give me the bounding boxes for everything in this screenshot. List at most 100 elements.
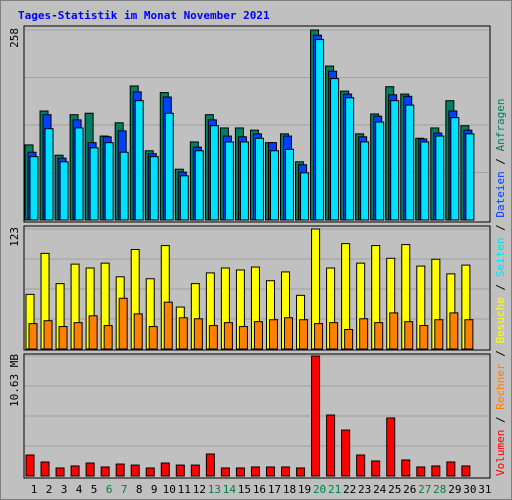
bar (115, 463, 125, 477)
bar (375, 121, 385, 221)
bar (43, 320, 53, 350)
y-tick-label: 258 (8, 28, 21, 48)
x-tick-label: 31 (478, 483, 491, 496)
x-tick-label: 6 (106, 483, 113, 496)
bar (431, 465, 441, 477)
bar (420, 141, 430, 221)
bar (386, 417, 396, 477)
x-tick-label: 26 (403, 483, 416, 496)
x-tick-label: 4 (76, 483, 83, 496)
bar (285, 148, 295, 221)
x-tick-label: 5 (91, 483, 98, 496)
x-tick-label: 27 (418, 483, 431, 496)
bar (73, 322, 83, 350)
legend-entry: Dateien (494, 171, 507, 217)
bar (419, 325, 429, 350)
y-tick-label: 10.63 MB (8, 354, 21, 407)
bar (148, 326, 158, 350)
bar (405, 104, 415, 221)
x-tick-label: 21 (328, 483, 341, 496)
bar (330, 78, 340, 221)
x-tick-label: 13 (208, 483, 221, 496)
x-tick-label: 28 (433, 483, 446, 496)
legend-separator: / (494, 410, 507, 430)
x-tick-label: 10 (163, 483, 176, 496)
bar (178, 317, 188, 350)
bar (315, 39, 325, 221)
legend-entry: Volumen (494, 430, 507, 476)
x-tick-label: 18 (283, 483, 296, 496)
x-tick-label: 9 (151, 483, 158, 496)
legend: Volumen / Rechner / Besuche / Seiten / D… (494, 98, 507, 476)
x-tick-label: 23 (358, 483, 371, 496)
bar (360, 141, 370, 221)
bar (119, 151, 129, 221)
bar (85, 462, 95, 477)
x-tick-label: 29 (448, 483, 461, 496)
bar (269, 150, 279, 221)
x-tick-label: 24 (373, 483, 387, 496)
bar (25, 454, 35, 477)
x-tick-label: 22 (343, 483, 356, 496)
bar (59, 161, 69, 221)
bar (326, 414, 336, 477)
bar (254, 137, 264, 221)
x-tick-label: 19 (298, 483, 311, 496)
bar (300, 172, 310, 221)
bar (89, 147, 99, 221)
bar (374, 322, 384, 350)
x-tick-label: 8 (136, 483, 143, 496)
x-tick-label: 12 (193, 483, 206, 496)
bar (160, 462, 170, 477)
x-tick-label: 11 (178, 483, 191, 496)
x-tick-label: 30 (463, 483, 476, 496)
bar (130, 464, 140, 477)
chart-title: Tages-Statistik im Monat November 2021 (18, 9, 270, 22)
bar (205, 453, 215, 477)
bar (164, 112, 174, 221)
bar (58, 326, 68, 350)
bar (345, 97, 355, 221)
bar (281, 466, 291, 477)
bar (224, 141, 234, 221)
bar (341, 429, 351, 477)
legend-separator: / (494, 277, 507, 297)
x-tick-label: 2 (46, 483, 53, 496)
bar (359, 318, 369, 350)
bar (70, 465, 80, 477)
legend-entry: Rechner (494, 363, 507, 410)
bar (28, 323, 38, 350)
bar (435, 135, 445, 221)
bar (40, 461, 50, 477)
x-tick-label: 25 (388, 483, 401, 496)
bar (465, 133, 475, 221)
bar (268, 319, 278, 350)
bar (145, 467, 155, 477)
bar (194, 150, 204, 221)
bar (389, 312, 399, 350)
bar (284, 317, 294, 350)
legend-entry: Anfragen (494, 98, 507, 151)
bar (208, 325, 218, 350)
bar (265, 466, 275, 477)
bar (446, 461, 456, 477)
bar (104, 142, 114, 221)
bar (238, 326, 248, 350)
bar (239, 141, 249, 221)
bar (88, 315, 98, 350)
bar (450, 117, 460, 221)
x-tick-label: 15 (238, 483, 251, 496)
bar (175, 464, 185, 477)
bar (193, 318, 203, 350)
bar (235, 467, 245, 477)
bar (401, 459, 411, 477)
bar (134, 100, 144, 221)
bar (179, 175, 189, 221)
x-tick-label: 16 (253, 483, 266, 496)
bar (390, 100, 400, 221)
bar (103, 325, 113, 350)
legend-entry: Seiten (494, 238, 507, 278)
bar (434, 319, 444, 350)
bar (250, 466, 260, 477)
bar (296, 467, 306, 477)
